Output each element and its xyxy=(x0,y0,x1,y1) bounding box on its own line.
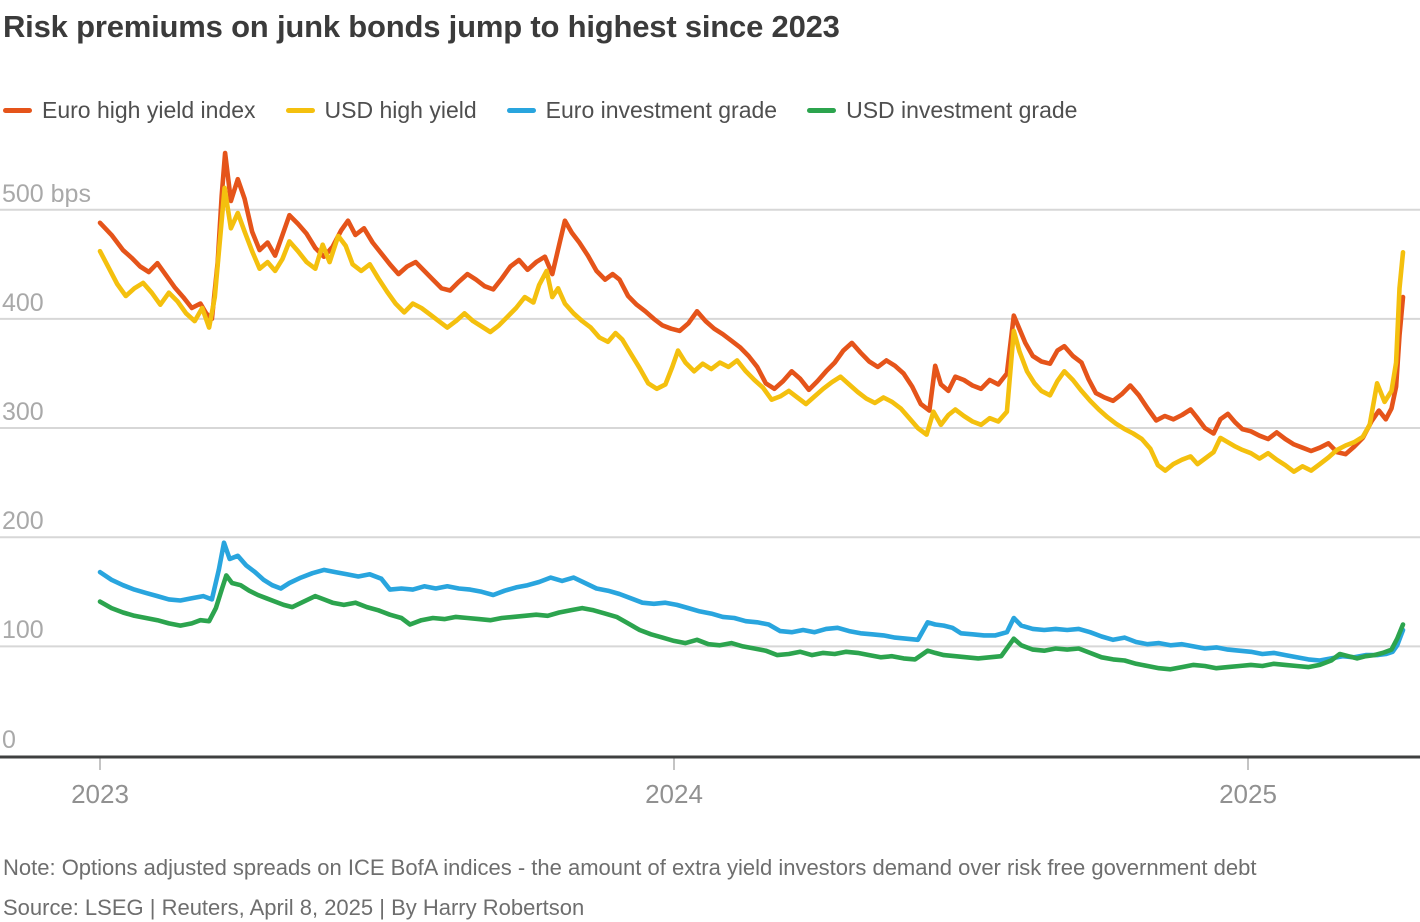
legend-swatch-icon xyxy=(506,108,536,113)
series-line-euro-high-yield-index xyxy=(97,150,1406,457)
legend-item-euro-high-yield-index: Euro high yield index xyxy=(3,97,256,124)
legend-swatch-icon xyxy=(3,108,32,113)
chart-title: Risk premiums on junk bonds jump to high… xyxy=(3,9,840,44)
legend-item-usd-investment-grade: USD investment grade xyxy=(807,97,1077,124)
chart-note: Note: Options adjusted spreads on ICE Bo… xyxy=(3,855,1257,880)
series-line-usd-high-yield xyxy=(97,185,1406,475)
legend-label: Euro high yield index xyxy=(42,97,256,123)
legend-label: Euro investment grade xyxy=(545,97,778,123)
legend-label: USD investment grade xyxy=(846,97,1078,123)
series-line-euro-investment-grade xyxy=(97,540,1406,663)
chart-legend: Euro high yield index USD high yield Euro … xyxy=(3,97,1077,124)
legend-item-usd-high-yield: USD high yield xyxy=(285,97,477,124)
legend-item-euro-investment-grade: Euro investment grade xyxy=(506,97,778,124)
legend-label: USD high yield xyxy=(324,97,477,123)
legend-swatch-icon xyxy=(807,108,837,113)
series-line-usd-investment-grade xyxy=(97,573,1406,672)
chart-source: Source: LSEG | Reuters, April 8, 2025 | … xyxy=(3,895,585,920)
legend-swatch-icon xyxy=(285,108,315,113)
